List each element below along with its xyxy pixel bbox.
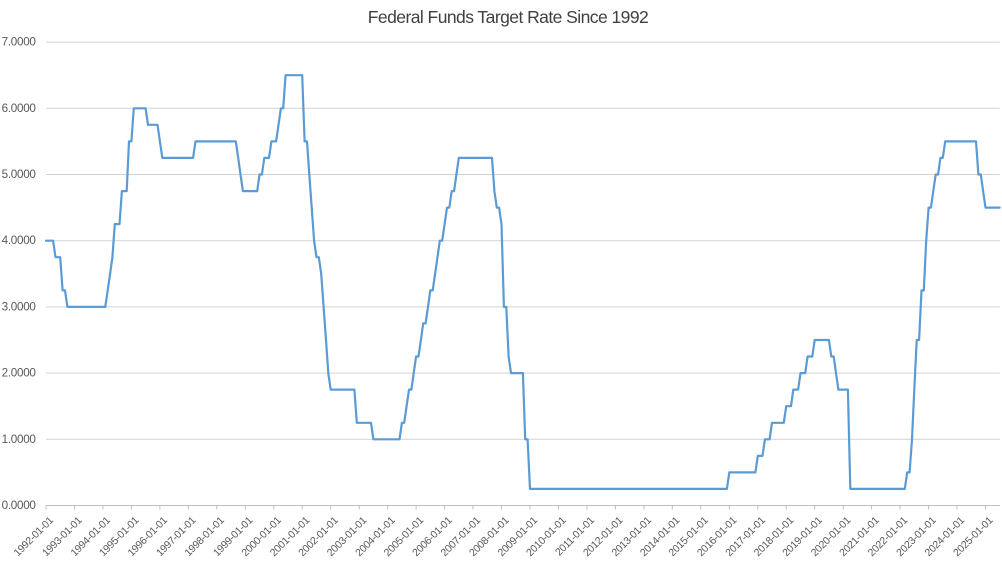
svg-text:Federal Funds Target Rate Sinc: Federal Funds Target Rate Since 1992 xyxy=(368,7,648,27)
svg-text:3.0000: 3.0000 xyxy=(2,300,37,313)
svg-text:4.0000: 4.0000 xyxy=(2,234,37,247)
svg-text:1.0000: 1.0000 xyxy=(2,433,37,446)
svg-text:2.0000: 2.0000 xyxy=(2,367,37,380)
svg-text:6.0000: 6.0000 xyxy=(2,102,37,115)
svg-text:7.0000: 7.0000 xyxy=(2,36,37,49)
svg-text:0.0000: 0.0000 xyxy=(2,499,37,512)
svg-text:5.0000: 5.0000 xyxy=(2,168,37,181)
